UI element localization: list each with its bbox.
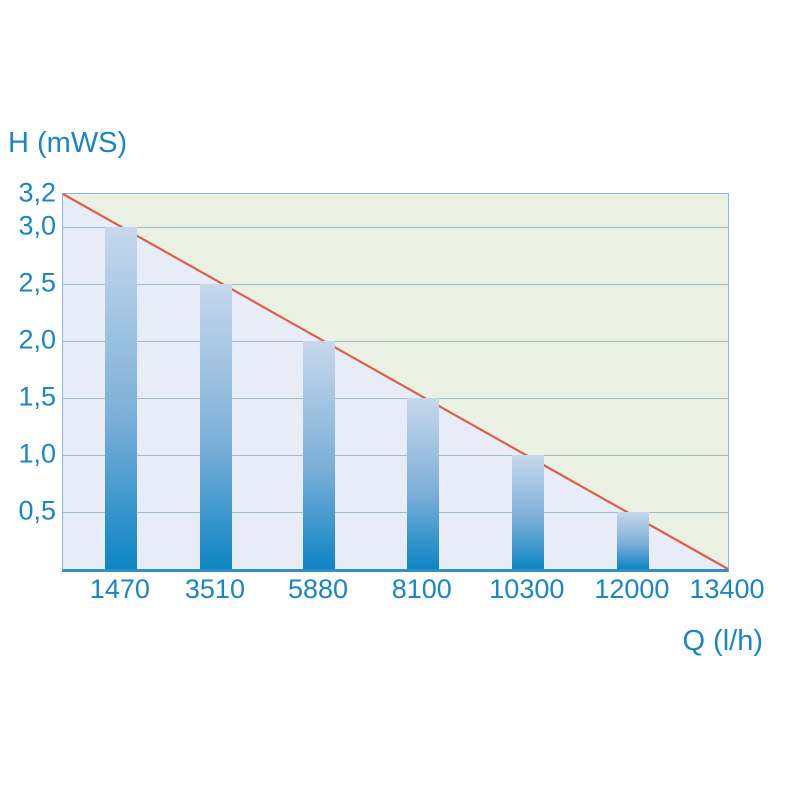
y-tick-label: 3,0 bbox=[18, 210, 56, 241]
x-tick-label: 1470 bbox=[89, 574, 150, 604]
x-tick-label: 13400 bbox=[689, 574, 765, 604]
y-axis-title: H (mWS) bbox=[8, 127, 128, 159]
y-tick-labels: 3,2 3,0 2,5 2,0 1,5 1,0 0,5 bbox=[0, 178, 56, 568]
bar-3510 bbox=[199, 284, 232, 569]
x-tick-label: 3510 bbox=[184, 574, 245, 604]
plot-area bbox=[62, 193, 729, 572]
gridline-0,5 bbox=[63, 512, 728, 513]
x-axis-title: Q (l/h) bbox=[682, 625, 763, 657]
bar-10300 bbox=[511, 455, 544, 569]
y-tick-label: 1,0 bbox=[18, 438, 56, 469]
x-tick-labels: 1470 3510 5880 8100 10300 12000 13400 bbox=[62, 574, 765, 608]
bar-5880 bbox=[303, 341, 336, 569]
bar-12000 bbox=[616, 512, 649, 569]
y-tick-label: 3,2 bbox=[18, 177, 56, 208]
bar-8100 bbox=[406, 398, 439, 569]
y-tick-label: 2,0 bbox=[18, 324, 56, 355]
gridline-2,0 bbox=[63, 341, 728, 342]
x-tick-label: 5880 bbox=[287, 574, 349, 604]
gridline-1,5 bbox=[63, 398, 728, 399]
bar-1470 bbox=[104, 227, 137, 569]
x-tick-label: 8100 bbox=[391, 574, 452, 604]
pump-curve-line bbox=[62, 193, 729, 570]
y-tick-label: 0,5 bbox=[18, 495, 56, 526]
gridline-2,5 bbox=[63, 284, 728, 285]
x-tick-label: 12000 bbox=[594, 574, 670, 604]
y-tick-label: 1,5 bbox=[18, 381, 56, 412]
y-tick-label: 2,5 bbox=[18, 267, 56, 298]
gridline-1,0 bbox=[63, 455, 728, 456]
gridline-3,0 bbox=[63, 227, 728, 228]
x-tick-label: 10300 bbox=[489, 574, 565, 604]
